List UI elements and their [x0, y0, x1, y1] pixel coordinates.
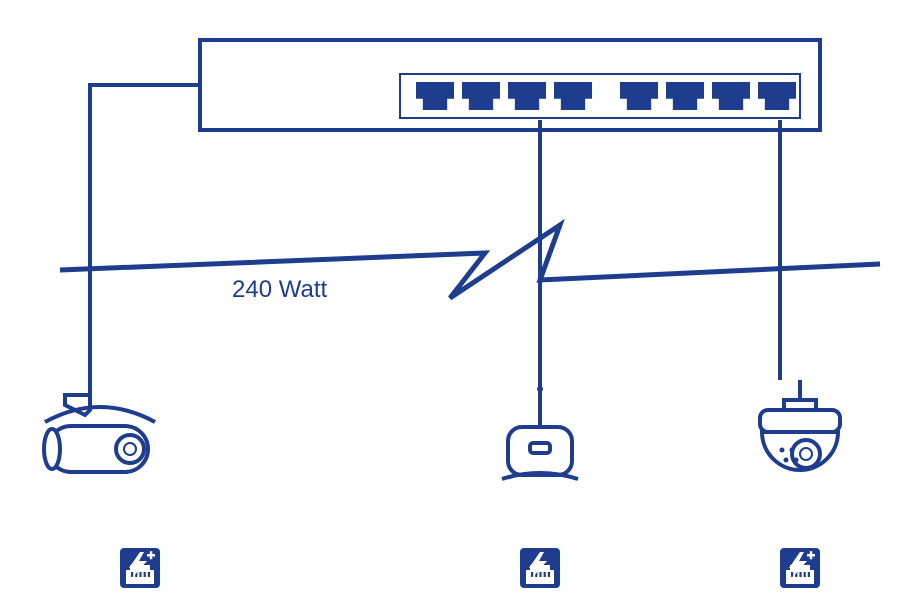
cable-0	[90, 85, 200, 410]
poe-badge-icon	[520, 548, 560, 588]
access-point-icon	[502, 386, 578, 479]
bullet-camera-icon	[44, 395, 155, 472]
lightning-bolt	[60, 225, 880, 298]
poe-plus-badge-icon	[120, 548, 160, 588]
poe-plus-badge-icon	[780, 548, 820, 588]
poe-diagram	[0, 0, 920, 602]
wattage-label: 240 Watt	[232, 276, 327, 304]
ptz-camera-icon	[760, 380, 840, 470]
